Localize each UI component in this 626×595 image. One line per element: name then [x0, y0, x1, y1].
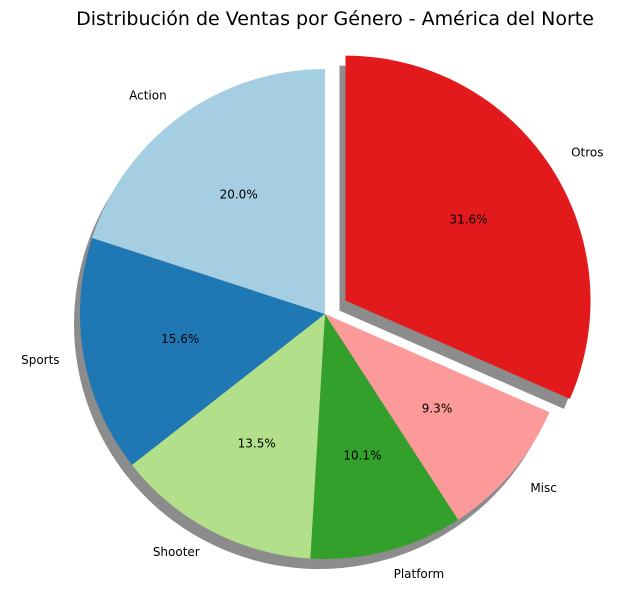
pie-slice-platform	[310, 314, 459, 559]
percent-label-sports: 15.6%	[161, 332, 199, 346]
pie-slice-sports	[79, 237, 325, 465]
slice-label-action: Action	[129, 88, 167, 102]
slice-labels: Action Sports Shooter Platform Misc Otros	[21, 88, 603, 581]
pie-slice-action	[92, 69, 325, 314]
pie-slice-misc	[325, 314, 550, 520]
chart-title: Distribución de Ventas por Género - Amér…	[76, 8, 594, 30]
percent-label-action: 20.0%	[220, 188, 258, 202]
percent-label-platform: 10.1%	[343, 449, 381, 463]
percent-label-misc: 9.3%	[422, 402, 453, 416]
slice-label-shooter: Shooter	[153, 545, 200, 559]
percent-labels: 20.0% 15.6% 13.5% 10.1% 9.3% 31.6%	[161, 188, 487, 463]
pie-slices	[79, 55, 591, 559]
slice-label-misc: Misc	[530, 481, 557, 495]
pie-slice-otros	[345, 55, 591, 399]
slice-label-platform: Platform	[394, 567, 445, 581]
slice-label-sports: Sports	[21, 353, 59, 367]
pie-slice-shooter	[132, 314, 325, 559]
percent-label-shooter: 13.5%	[238, 437, 276, 451]
percent-label-otros: 31.6%	[449, 213, 487, 227]
slice-label-otros: Otros	[571, 146, 603, 160]
